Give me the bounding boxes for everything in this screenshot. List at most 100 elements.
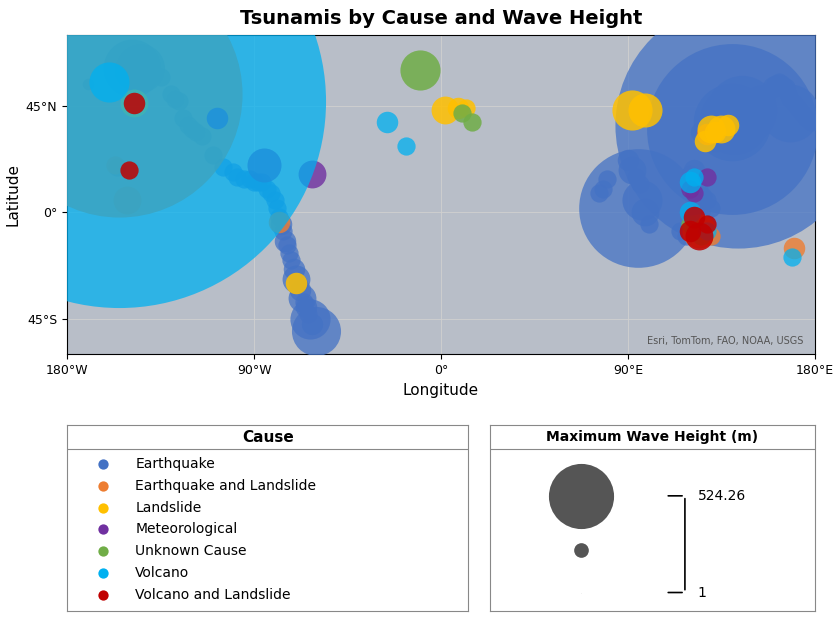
Point	[729, 113, 743, 123]
Point	[97, 590, 110, 600]
Point	[465, 117, 479, 127]
Point	[717, 122, 730, 132]
Point	[291, 278, 304, 289]
Point	[700, 172, 713, 182]
Point	[306, 319, 319, 329]
Point	[306, 169, 319, 180]
Point	[629, 172, 643, 182]
Point	[739, 105, 753, 115]
Y-axis label: Latitude: Latitude	[5, 163, 20, 226]
Point	[733, 105, 747, 115]
Point	[251, 176, 265, 186]
Point	[165, 89, 178, 99]
Point	[787, 243, 801, 253]
Point	[633, 179, 647, 189]
Point	[258, 160, 271, 170]
Point	[684, 226, 697, 236]
Point	[642, 219, 655, 229]
Point	[227, 167, 240, 177]
Point	[684, 207, 697, 217]
Point	[712, 127, 726, 137]
Point	[438, 105, 452, 115]
Point	[750, 96, 764, 106]
Point	[125, 63, 139, 73]
Point	[684, 219, 697, 229]
Point	[185, 124, 198, 134]
Text: 1: 1	[698, 585, 706, 600]
Point	[97, 459, 110, 469]
Point	[708, 127, 722, 137]
Point	[692, 231, 706, 241]
Point	[459, 103, 473, 113]
Point	[704, 124, 717, 134]
Point	[787, 98, 801, 108]
Point	[735, 105, 748, 115]
Point	[129, 65, 143, 75]
Text: Cause: Cause	[242, 430, 294, 445]
Point	[715, 124, 728, 134]
Point	[272, 217, 286, 227]
Point	[264, 188, 277, 198]
Point	[754, 91, 768, 101]
Point	[721, 120, 734, 130]
Point	[688, 226, 701, 236]
Point	[123, 164, 136, 175]
Point	[700, 219, 713, 229]
Point	[738, 103, 751, 113]
Point	[293, 285, 307, 295]
Point	[169, 94, 182, 104]
Point	[706, 127, 720, 137]
Text: Earthquake and Landslide: Earthquake and Landslide	[135, 479, 317, 493]
Point	[638, 105, 651, 115]
Title: Tsunamis by Cause and Wave Height: Tsunamis by Cause and Wave Height	[239, 9, 643, 28]
Point	[455, 108, 469, 118]
Point	[684, 176, 697, 186]
Point	[102, 77, 115, 87]
Point	[684, 226, 697, 236]
Point	[148, 70, 161, 80]
Point	[688, 188, 701, 198]
Point	[783, 94, 796, 104]
Text: Unknown Cause: Unknown Cause	[135, 544, 247, 558]
Point	[231, 172, 244, 182]
Point	[196, 132, 209, 142]
Point	[723, 117, 737, 127]
Point	[684, 169, 697, 180]
Point	[735, 103, 748, 113]
Text: Volcano: Volcano	[135, 566, 190, 580]
Point	[134, 63, 147, 73]
Point	[742, 108, 755, 118]
Point	[752, 94, 765, 104]
Point	[688, 219, 701, 229]
Point	[781, 89, 795, 99]
Point	[154, 72, 167, 83]
Point	[694, 127, 707, 137]
Point	[694, 207, 707, 217]
Point	[283, 248, 297, 258]
Point	[704, 129, 717, 139]
Point	[144, 67, 157, 77]
Point	[638, 207, 651, 217]
Point	[255, 176, 269, 186]
Point	[81, 79, 95, 89]
Point	[297, 297, 311, 307]
Point	[127, 98, 140, 108]
Point	[113, 96, 126, 106]
Text: 524.26: 524.26	[698, 489, 746, 503]
X-axis label: Longitude: Longitude	[403, 382, 479, 398]
Point	[625, 105, 638, 115]
Text: Meteorological: Meteorological	[135, 522, 238, 537]
Point	[97, 503, 110, 513]
Point	[601, 174, 614, 184]
Point	[743, 108, 757, 118]
Point	[684, 183, 697, 193]
Point	[413, 65, 427, 75]
Point	[622, 155, 635, 165]
Point	[181, 120, 194, 130]
Point	[732, 108, 745, 118]
Point	[694, 231, 707, 241]
Point	[575, 545, 588, 555]
Point	[721, 120, 734, 130]
Text: Esri, TomTom, FAO, NOAA, USGS: Esri, TomTom, FAO, NOAA, USGS	[647, 336, 804, 346]
Point	[774, 79, 788, 89]
